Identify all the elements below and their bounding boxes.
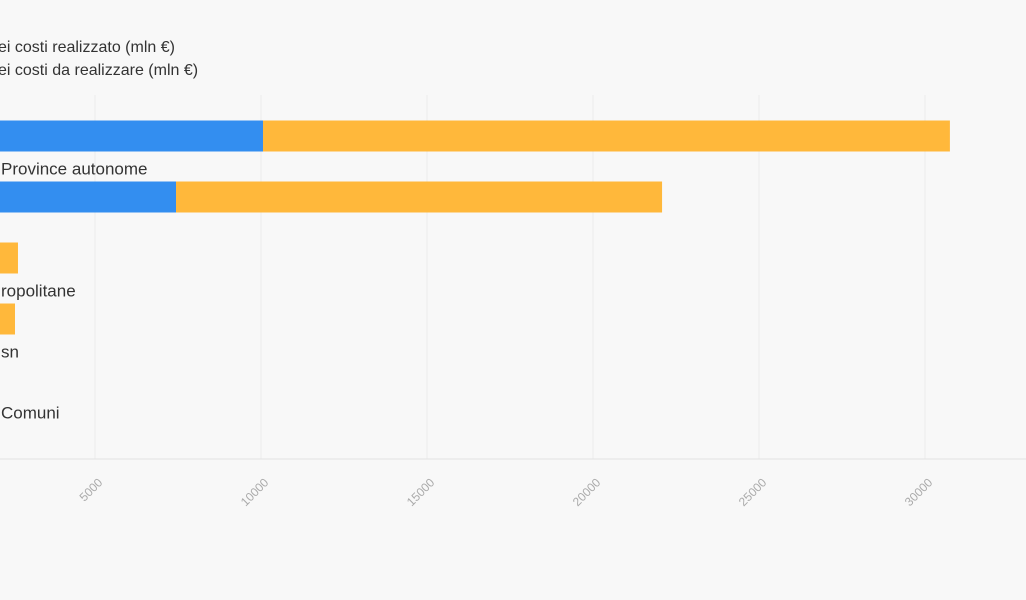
legend-label: ei costi realizzato (mln €) <box>0 39 175 56</box>
x-tick-label: 30000 <box>902 475 936 509</box>
category-label: Comuni <box>1 403 60 422</box>
legend-label: ei costi da realizzare (mln €) <box>0 62 198 79</box>
x-tick-label: 5000 <box>77 475 106 504</box>
x-tick-label: 20000 <box>570 475 604 509</box>
category-label: Province autonome <box>1 159 147 178</box>
category-label: sn <box>1 342 19 361</box>
category-label: ropolitane <box>1 281 76 300</box>
x-tick-label: 10000 <box>238 475 272 509</box>
x-tick-label: 15000 <box>404 475 438 509</box>
bar-segment <box>262 120 950 152</box>
bar-segment <box>0 181 177 213</box>
x-tick-label: 25000 <box>736 475 770 509</box>
bar-segment <box>176 181 663 213</box>
bar-segment <box>0 120 263 152</box>
bar-segment <box>0 303 15 335</box>
bar-segment <box>0 242 18 274</box>
